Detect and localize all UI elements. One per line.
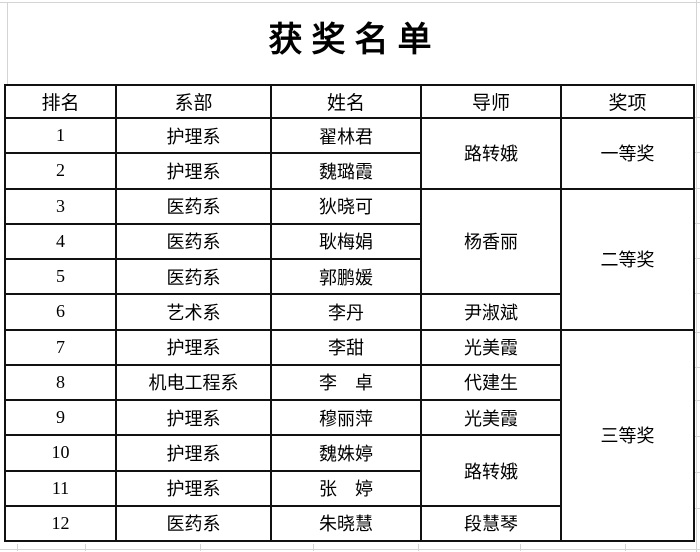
header-row: 排名 系部 姓名 导师 奖项 [4,84,695,119]
rank-cell: 5 [4,257,117,296]
rank-cell: 12 [4,504,117,543]
gridline-row-tick [694,258,700,259]
header-cell-name: 姓名 [270,84,422,119]
rank-cell: 9 [4,398,117,437]
mentor-cell: 路转娥 [420,434,562,507]
dept-cell: 医药系 [115,504,272,543]
name-cell: 李甜 [270,328,422,366]
rank-cell: 7 [4,328,117,366]
mentor-cell: 路转娥 [420,117,562,190]
award-cell: 一等奖 [560,117,695,190]
header-cell-rank: 排名 [4,84,117,119]
table-row: 10 护理系 魏姝婷 路转娥 [4,434,694,507]
table-row: 8 机电工程系李 卓代建生 [4,363,694,402]
name-cell: 穆丽萍 [270,398,422,437]
gridline-row-tick [694,117,700,118]
rank-cell: 1 [4,116,117,155]
header-cell-award: 奖项 [560,84,695,119]
name-cell: 魏姝婷 [270,434,422,472]
mentor-cell: 光美霞 [420,328,562,366]
gridline-col-tick [313,544,314,551]
name-cell: 狄晓可 [270,187,422,225]
mentor-cell: 杨香丽 [420,187,562,296]
header-cell-mentor: 导师 [420,84,562,119]
table-row: 6 艺术系 李丹 尹淑斌 [4,293,694,331]
name-cell: 李 卓 [270,363,422,402]
table-row: 5 医药系 郭鹏媛 [4,257,694,296]
dept-cell: 医药系 [115,257,272,296]
gridline-col-tick [200,544,201,551]
dept-cell: 护理系 [115,328,272,366]
rank-cell: 10 [4,434,117,472]
gridline-col-tick [520,544,521,551]
dept-cell: 护理系 [115,116,272,155]
name-cell: 李丹 [270,293,422,331]
mentor-cell: 光美霞 [420,398,562,437]
table-row: 1 护理系 翟林君 路转娥 一等奖 [4,116,695,190]
gridline-row-tick [694,400,700,401]
gridline-top [0,2,700,3]
gridline-right [696,0,697,552]
dept-cell: 护理系 [115,398,272,437]
table-row: 2 护理系 魏璐霞 [4,152,694,190]
gridline-row-tick [694,152,700,153]
rank-cell: 11 [4,469,117,507]
gridline-bottom [0,549,700,550]
gridline-row-tick [694,472,700,473]
gridline-row-tick [694,293,700,294]
dept-cell: 艺术系 [115,293,272,331]
gridline-col-tick [625,544,626,551]
table-row: 4 医药系 耿梅娟 [4,222,694,261]
header-cell-dept: 系部 [115,84,272,119]
dept-cell: 护理系 [115,152,272,190]
name-cell: 翟林君 [270,116,422,155]
page-title: 获奖名单 [268,22,441,59]
gridline-row-tick [694,223,700,224]
dept-cell: 护理系 [115,434,272,472]
name-cell: 耿梅娟 [270,222,422,261]
gridline-col-tick [418,544,419,551]
award-cell: 三等奖 [560,328,695,542]
gridline-col-tick [85,544,86,551]
gridline-row-tick [694,367,700,368]
table-row: 9 护理系 穆丽萍 光美霞 [4,398,694,437]
rank-cell: 6 [4,293,117,331]
name-cell: 张 婷 [270,469,422,507]
mentor-cell: 代建生 [420,363,562,402]
awards-table: 排名 系部 姓名 导师 奖项 1 护理系 翟林君 路转娥 一等奖 2 护理系 魏璐霞 3 医药系 狄晓可 杨香… [4,84,695,543]
dept-cell: 医药系 [115,187,272,225]
dept-cell: 机电工程系 [115,363,272,402]
mentor-cell: 段慧琴 [420,504,562,543]
name-cell: 朱晓慧 [270,504,422,543]
gridline-left [7,2,8,84]
dept-cell: 医药系 [115,222,272,261]
rank-cell: 3 [4,187,117,225]
gridline-row-tick [694,508,700,509]
table-row: 12 医药系 朱晓慧 段慧琴 [4,504,694,543]
table-row: 7 护理系 李甜 光美霞 三等奖 [4,328,695,542]
gridline-row-tick [694,436,700,437]
table-body: 1 护理系 翟林君 路转娥 一等奖 2 护理系 魏璐霞 3 医药系 狄晓可 杨香丽 二等奖 4 医药系 耿梅娟… [4,116,695,543]
name-cell: 郭鹏媛 [270,257,422,296]
gridline-row-tick [694,188,700,189]
gridline-row-tick [694,332,700,333]
rank-cell: 8 [4,363,117,402]
table-row: 11 护理系张 婷 [4,469,694,507]
dept-cell: 护理系 [115,469,272,507]
rank-cell: 4 [4,222,117,261]
award-cell: 二等奖 [560,187,695,331]
gridline-col-tick [17,544,18,551]
table-row: 3 医药系 狄晓可 杨香丽 二等奖 [4,187,695,331]
name-cell: 魏璐霞 [270,152,422,190]
rank-cell: 2 [4,152,117,190]
mentor-cell: 尹淑斌 [420,293,562,331]
